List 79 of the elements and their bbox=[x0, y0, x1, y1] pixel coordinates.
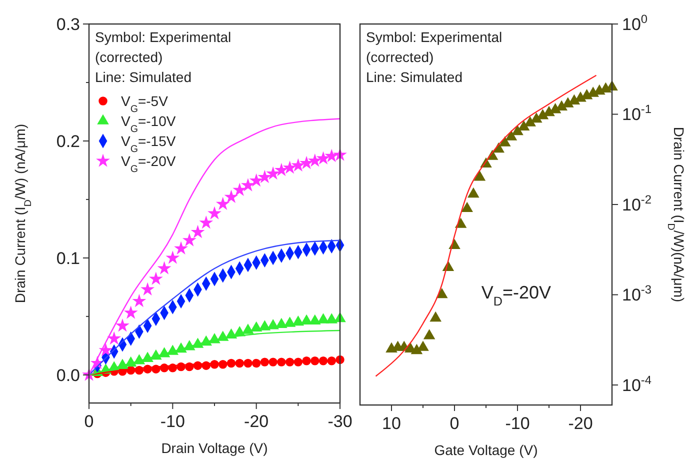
y2-tick-label: 10$^{-3}$ bbox=[622, 282, 652, 305]
point bbox=[284, 316, 296, 327]
legend-label: V$_{G}$=-15V bbox=[121, 133, 176, 154]
y-tick-label: 0.2 bbox=[56, 132, 80, 151]
annotation: (corrected) bbox=[366, 49, 434, 65]
point bbox=[241, 178, 255, 192]
annotation: V$_{D}$=-20V bbox=[481, 282, 552, 308]
y2-tick-label: 10$^{0}$ bbox=[622, 12, 648, 34]
point bbox=[267, 319, 279, 330]
point bbox=[308, 154, 322, 167]
x-tick-label: 0 bbox=[84, 412, 94, 431]
point bbox=[300, 314, 312, 325]
y2-tick-label: 10$^{-1}$ bbox=[622, 102, 652, 124]
point bbox=[174, 241, 188, 255]
point bbox=[276, 318, 288, 328]
point bbox=[216, 196, 230, 210]
point bbox=[524, 116, 536, 126]
point bbox=[316, 151, 330, 164]
point bbox=[292, 315, 304, 326]
y-tick-label: 0.3 bbox=[56, 15, 80, 34]
point bbox=[182, 233, 196, 246]
point bbox=[518, 120, 530, 131]
y2-tick-label: 10$^{-4}$ bbox=[622, 372, 652, 395]
point bbox=[326, 313, 338, 324]
annotation: Symbol: Experimental bbox=[95, 29, 232, 45]
x-tick-label: -10 bbox=[505, 414, 530, 433]
point bbox=[249, 173, 264, 187]
point bbox=[148, 272, 163, 285]
x-tick-label: 0 bbox=[450, 414, 460, 433]
point bbox=[250, 321, 262, 332]
point bbox=[107, 331, 122, 345]
point bbox=[224, 190, 238, 204]
point bbox=[324, 148, 339, 162]
x-tick-label: -10 bbox=[160, 412, 185, 431]
x-tick-label: -30 bbox=[328, 412, 352, 431]
y-tick-label: 0.0 bbox=[56, 366, 80, 385]
point bbox=[258, 170, 272, 184]
point bbox=[166, 250, 180, 264]
point bbox=[530, 112, 542, 123]
x-axis-title: Drain Voltage (V) bbox=[161, 440, 268, 456]
y2-tick-label: 10$^{-2}$ bbox=[622, 192, 652, 214]
annotation: (corrected) bbox=[95, 49, 163, 65]
point bbox=[282, 160, 297, 174]
point bbox=[124, 306, 138, 319]
point bbox=[242, 324, 254, 334]
annotation: Line: Simulated bbox=[366, 69, 463, 85]
point bbox=[423, 329, 436, 340]
point bbox=[274, 162, 288, 176]
annotation: Line: Simulated bbox=[95, 69, 192, 85]
legend-label: V$_{G}$=-10V bbox=[121, 113, 176, 134]
x-tick-label: -20 bbox=[244, 412, 269, 431]
y-tick-label: 0.1 bbox=[56, 248, 80, 268]
point bbox=[468, 187, 480, 198]
point bbox=[190, 224, 205, 238]
point bbox=[116, 318, 130, 332]
point bbox=[291, 158, 306, 172]
point bbox=[98, 343, 113, 356]
x-tick-label: -20 bbox=[568, 414, 593, 433]
legend-label: V$_{G}$=-20V bbox=[121, 153, 176, 174]
point bbox=[505, 130, 518, 140]
point bbox=[232, 182, 247, 196]
x-axis-title: Gate Voltage (V) bbox=[434, 442, 538, 458]
point bbox=[309, 314, 321, 325]
point bbox=[140, 282, 155, 296]
point bbox=[266, 166, 280, 180]
point bbox=[208, 206, 222, 220]
point bbox=[474, 170, 486, 181]
point bbox=[199, 216, 214, 229]
x-tick-label: 10 bbox=[382, 414, 401, 433]
point bbox=[258, 320, 271, 330]
point bbox=[430, 311, 442, 322]
annotation: Symbol: Experimental bbox=[366, 29, 502, 45]
point bbox=[132, 294, 146, 308]
point bbox=[417, 340, 429, 351]
point bbox=[461, 202, 473, 212]
point bbox=[317, 313, 330, 324]
point bbox=[300, 156, 314, 170]
point bbox=[157, 261, 172, 274]
legend-label: V$_{G}$=-5V bbox=[121, 93, 169, 114]
